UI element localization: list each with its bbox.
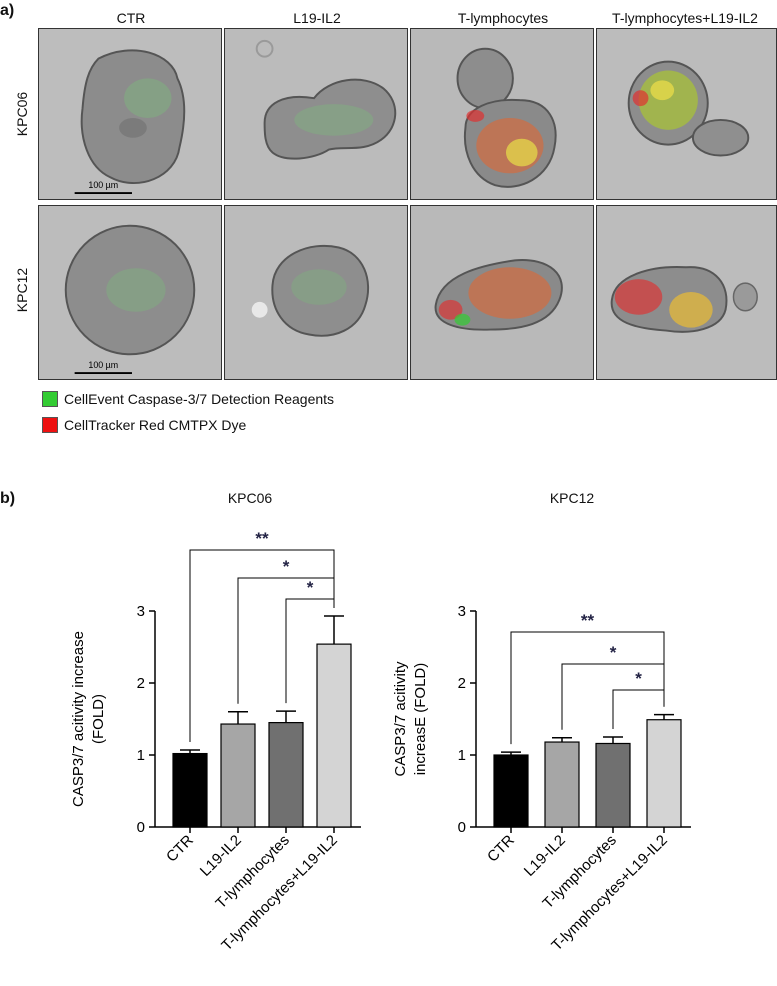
significance-label: * xyxy=(610,643,617,662)
x-tick-label: L19-IL2 xyxy=(197,832,245,880)
x-tick-label: CTR xyxy=(163,832,197,866)
micrograph-kpc12-t-lymphocytes xyxy=(410,205,594,380)
legend-item-celltracker: CellTracker Red CMTPX Dye xyxy=(42,417,246,433)
micrograph-kpc12-ctr: 100 µm xyxy=(38,205,222,380)
bar-2 xyxy=(220,723,256,828)
y-tick-label: 3 xyxy=(458,603,466,620)
significance-label: ** xyxy=(581,611,595,630)
bar-3 xyxy=(268,722,304,828)
x-tick-label: L19-IL2 xyxy=(521,832,569,880)
legend-swatch-green xyxy=(42,391,58,407)
significance-bracket xyxy=(510,631,665,745)
micrograph-kpc06-t-lymphocytes xyxy=(410,28,594,200)
bar-chart-kpc06: 0 1 2 3 CASP3/7 acitivity increase (FOLD) CTR L… xyxy=(70,529,361,954)
column-header-l19-il2: L19-IL2 xyxy=(293,10,341,26)
significance-bracket xyxy=(561,663,665,730)
legend-label-caspase: CellEvent Caspase-3/7 Detection Reagents xyxy=(64,391,335,407)
micrograph-kpc06-ctr: 100 µm xyxy=(38,28,222,200)
significance-bracket xyxy=(612,689,665,729)
y-tick-label: 2 xyxy=(458,675,466,692)
y-tick-label: 2 xyxy=(137,675,145,692)
scale-bar-label: 100 µm xyxy=(88,360,118,370)
micrograph-kpc06-t-lymphocytes-l19-il2 xyxy=(596,28,777,200)
y-tick-label: 1 xyxy=(458,747,466,764)
y-tick-label: 3 xyxy=(137,603,145,620)
column-header-ctr: CTR xyxy=(116,10,146,26)
chart-title-kpc12: KPC12 xyxy=(549,490,595,506)
legend-label-celltracker: CellTracker Red CMTPX Dye xyxy=(64,417,247,433)
x-tick-label: CTR xyxy=(484,832,518,866)
y-tick-label: 0 xyxy=(137,819,145,836)
significance-label: * xyxy=(283,557,290,576)
bar-chart-kpc12: 0 1 2 3 CASP3/7 acitivity increasE (FOLD) CTR L… xyxy=(392,603,691,954)
y-axis-label: CASP3/7 acitivity increase xyxy=(70,631,87,807)
legend-item-caspase: CellEvent Caspase-3/7 Detection Reagents xyxy=(42,391,334,407)
chart-title-kpc06: KPC06 xyxy=(227,490,273,506)
micrograph-kpc06-l19-il2 xyxy=(224,28,408,200)
y-axis-label: (FOLD) xyxy=(90,694,107,744)
scale-bar-label: 100 µm xyxy=(88,180,118,190)
panel-b-label: b) xyxy=(0,490,16,507)
bar-4 xyxy=(646,719,682,828)
legend-swatch-red xyxy=(42,417,58,433)
significance-bracket xyxy=(285,598,335,704)
panel-a-label: a) xyxy=(0,2,15,19)
column-header-t-lymphocytes: T-lymphocytes xyxy=(457,10,549,26)
y-tick-label: 0 xyxy=(458,819,466,836)
micrograph-kpc12-l19-il2 xyxy=(224,205,408,380)
bar-1 xyxy=(172,752,208,828)
micrograph-kpc12-t-lymphocytes-l19-il2 xyxy=(596,205,777,380)
bar-1 xyxy=(493,754,529,828)
significance-label: * xyxy=(635,669,642,688)
column-header-t-lymphocytes-l19-il2: T-lymphocytes+L19-IL2 xyxy=(612,10,758,26)
bar-2 xyxy=(544,741,580,828)
y-tick-label: 1 xyxy=(137,747,145,764)
row-header-kpc06: KPC06 xyxy=(14,91,30,137)
significance-label: ** xyxy=(255,529,269,548)
y-axis-label: increasE (FOLD) xyxy=(412,663,429,776)
significance-bracket xyxy=(237,577,335,704)
y-axis-label: CASP3/7 acitivity xyxy=(392,661,409,777)
bar-4 xyxy=(316,643,352,828)
bar-3 xyxy=(595,742,631,828)
significance-label: * xyxy=(307,578,314,597)
row-header-kpc12: KPC12 xyxy=(14,267,30,313)
